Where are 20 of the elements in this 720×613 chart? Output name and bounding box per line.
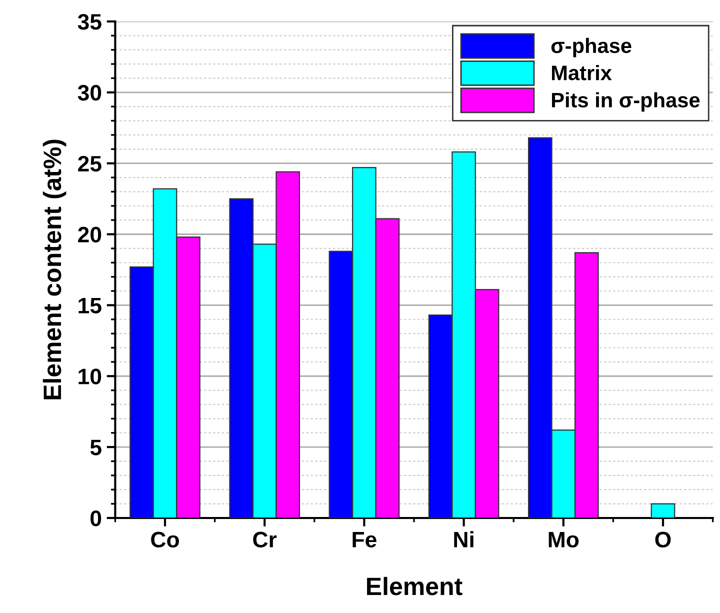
x-tick-label: Cr [253, 532, 277, 548]
y-tick-label: 5 [90, 440, 102, 456]
bar [650, 503, 676, 518]
y-tick-label: 20 [78, 226, 102, 243]
y-tick-label: 35 [78, 14, 102, 30]
y-axis-title: Element content (at%) [42, 140, 66, 400]
legend-label: Pits in σ-phase [552, 92, 700, 112]
x-tick-label: O [655, 532, 671, 548]
x-axis-title: Element [367, 576, 462, 596]
x-tick-label: Co [151, 532, 179, 548]
y-tick-label: 30 [78, 84, 102, 101]
x-tick-label: Ni [454, 531, 474, 548]
legend-label: σ-phase [551, 38, 632, 58]
legend-label: Matrix [552, 65, 612, 80]
x-tick-label: Fe [352, 532, 376, 548]
x-tick-label: Mo [548, 532, 579, 548]
y-tick-label: 15 [78, 298, 102, 314]
y-tick-label: 25 [78, 156, 102, 172]
y-tick-label: 10 [78, 368, 102, 384]
y-tick-label: 0 [90, 510, 102, 526]
